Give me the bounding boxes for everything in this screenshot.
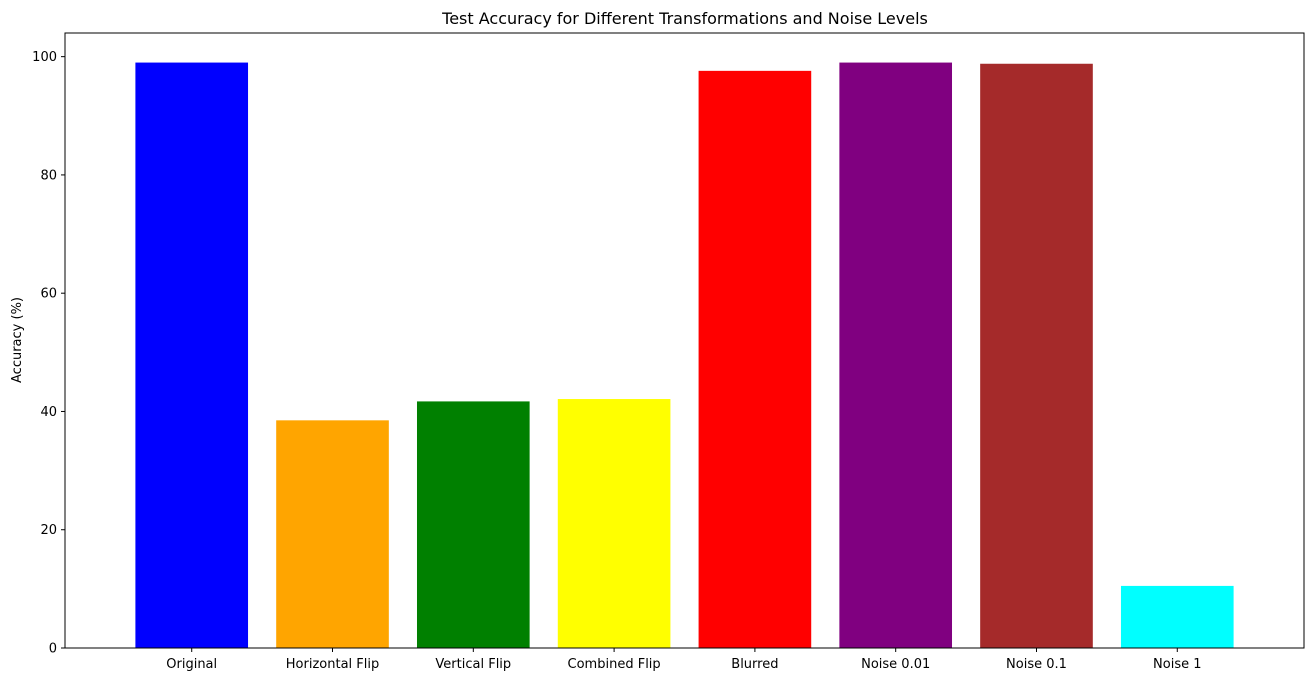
x-tick-label-noise-1: Noise 1	[1153, 657, 1201, 672]
y-tick-label-60: 60	[40, 287, 57, 302]
x-tick-label-noise-0-01: Noise 0.01	[861, 657, 930, 672]
x-tick-label-combined-flip: Combined Flip	[568, 657, 661, 672]
y-axis: 0 20 40 60 80 100	[32, 50, 65, 657]
y-tick-label-80: 80	[40, 168, 57, 183]
bars-group	[135, 62, 1234, 649]
x-tick-label-noise-0-1: Noise 0.1	[1006, 657, 1067, 672]
x-tick-label-blurred: Blurred	[731, 657, 778, 672]
y-tick-label-100: 100	[32, 50, 57, 65]
chart-title: Test Accuracy for Different Transformati…	[441, 9, 928, 28]
bar-blurred	[698, 70, 812, 649]
bar-noise-0-1	[980, 63, 1093, 648]
y-tick-label-40: 40	[40, 405, 57, 420]
x-tick-label-original: Original	[166, 657, 217, 672]
bar-original	[135, 62, 249, 648]
bar-noise-0-01	[839, 62, 953, 648]
x-axis: Original Horizontal Flip Vertical Flip Comb…	[166, 648, 1202, 672]
x-tick-label-vertical-flip: Vertical Flip	[435, 657, 511, 672]
y-tick-label-20: 20	[40, 523, 57, 538]
bar-horizontal-flip	[276, 420, 389, 648]
y-axis-label: Accuracy (%)	[10, 297, 25, 383]
x-tick-label-horizontal-flip: Horizontal Flip	[286, 657, 379, 672]
plot-frame	[64, 32, 1305, 649]
bar-combined-flip	[557, 399, 671, 648]
y-tick-label-0: 0	[49, 642, 57, 657]
bar-vertical-flip	[416, 401, 530, 648]
bar-noise-1	[1120, 585, 1234, 648]
